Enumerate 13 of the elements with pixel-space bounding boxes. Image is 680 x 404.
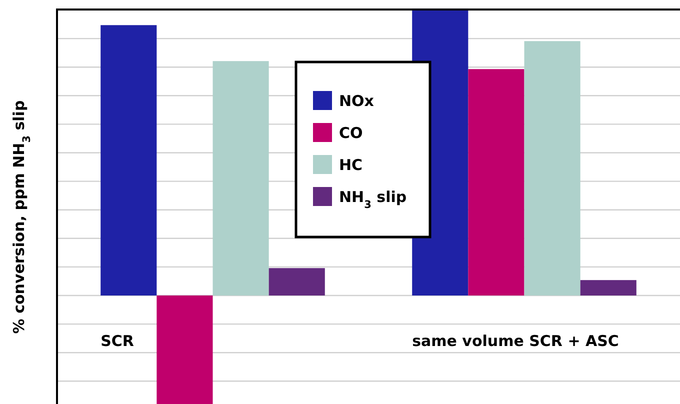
bar [212,61,269,296]
legend-label: CO [339,124,363,142]
bar [156,296,213,404]
bar [580,280,636,296]
legend-label: HC [339,156,363,174]
bar [100,25,157,296]
x-tick-label: SCR [100,332,134,350]
bar [524,41,580,296]
legend-label: NH$_{3}$ slip [339,188,407,211]
bar [268,268,325,296]
bar [468,69,524,296]
x-tick-label: same volume SCR + ASC [412,332,619,350]
legend-label: NOx [339,92,374,110]
